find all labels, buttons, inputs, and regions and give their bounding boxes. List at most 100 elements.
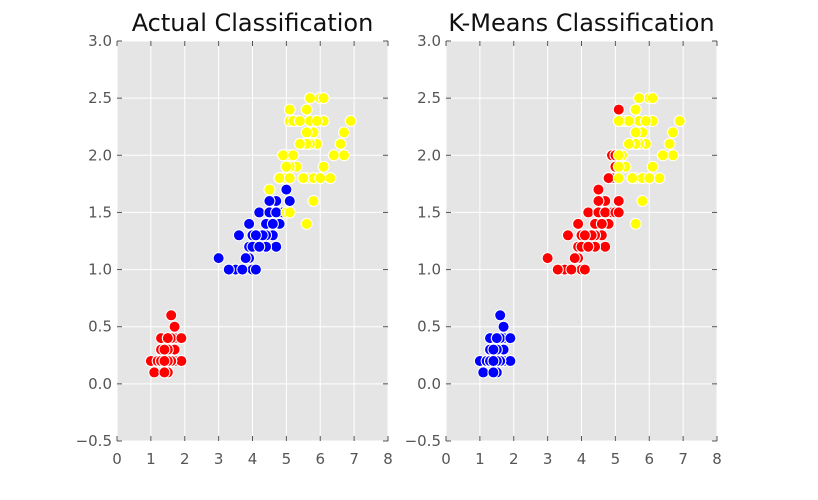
y-tick-label: 1.5 — [417, 203, 441, 221]
y-tick-label: 2.5 — [88, 89, 112, 107]
x-tick-label: 2 — [180, 450, 190, 468]
data-point — [280, 160, 293, 173]
data-point — [293, 137, 306, 150]
data-point — [494, 309, 507, 322]
data-point — [253, 240, 266, 253]
y-tick-label: 3.0 — [417, 32, 441, 50]
data-point — [612, 172, 625, 185]
data-point — [504, 355, 517, 367]
data-point — [300, 103, 313, 116]
x-tick-label: 8 — [383, 450, 393, 468]
data-point — [612, 160, 625, 173]
x-tick-label: 7 — [349, 450, 359, 468]
data-point — [344, 115, 357, 127]
data-point — [572, 217, 585, 230]
data-point — [551, 263, 564, 276]
data-point — [168, 320, 181, 333]
data-point — [266, 217, 279, 230]
series-2 — [541, 103, 625, 276]
data-point — [622, 137, 635, 150]
x-tick-label: 2 — [509, 450, 519, 468]
y-tick-label: −0.5 — [405, 432, 441, 450]
data-point — [599, 240, 612, 253]
chart-panel-1: 0 1 2 3 4 5 6 7 8 −0.5 0.0 0.5 1.0 1.5 2.0 2.5 3.0 Actual… — [76, 9, 393, 468]
data-point — [334, 137, 347, 150]
data-point — [504, 332, 517, 345]
data-point — [656, 149, 669, 162]
data-point — [646, 160, 659, 173]
data-point — [175, 355, 188, 367]
y-tick-label: 0.5 — [417, 318, 441, 336]
data-point — [487, 343, 500, 356]
data-point — [561, 229, 574, 242]
data-point — [158, 366, 171, 379]
data-point — [582, 240, 595, 253]
data-point — [317, 160, 330, 173]
data-point — [595, 217, 608, 230]
data-point — [629, 103, 642, 116]
y-tick-label: 0.0 — [88, 375, 112, 393]
y-tick-label: 1.0 — [417, 261, 441, 279]
data-point — [626, 172, 639, 185]
data-point — [629, 217, 642, 230]
series-2 — [212, 172, 296, 276]
data-point — [270, 206, 283, 219]
data-point — [280, 183, 293, 196]
data-point — [273, 172, 286, 185]
data-point — [673, 115, 686, 127]
data-point — [263, 183, 276, 196]
data-point — [639, 115, 652, 127]
data-point — [212, 252, 225, 265]
data-point — [293, 115, 306, 127]
data-point — [307, 195, 320, 207]
chart-title: Actual Classification — [132, 9, 374, 37]
data-point — [300, 217, 313, 230]
data-point — [592, 183, 605, 196]
data-point — [636, 195, 649, 207]
data-point — [622, 115, 635, 127]
y-tick-label: −0.5 — [76, 432, 112, 450]
data-point — [629, 126, 642, 139]
x-tick-label: 3 — [214, 450, 224, 468]
data-point — [592, 195, 605, 207]
data-point — [158, 355, 171, 367]
data-point — [477, 366, 490, 379]
y-tick-label: 2.0 — [417, 146, 441, 164]
data-point — [158, 343, 171, 356]
y-tick-label: 3.0 — [88, 32, 112, 50]
data-point — [283, 172, 296, 185]
y-tick-label: 0.0 — [417, 375, 441, 393]
data-point — [304, 92, 317, 105]
y-tick-label: 1.0 — [88, 261, 112, 279]
data-point — [175, 332, 188, 345]
data-point — [327, 149, 340, 162]
series-3 — [612, 92, 686, 230]
x-tick-label: 0 — [112, 450, 122, 468]
data-point — [148, 366, 161, 379]
data-point — [541, 252, 554, 265]
chart-title: K-Means Classification — [448, 9, 714, 37]
data-point — [300, 126, 313, 139]
series-3 — [263, 92, 357, 230]
data-point — [612, 149, 625, 162]
data-point — [666, 149, 679, 162]
data-point — [487, 355, 500, 367]
data-point — [276, 149, 289, 162]
data-point — [243, 217, 256, 230]
data-point — [578, 263, 591, 276]
data-point — [599, 206, 612, 219]
y-tick-label: 2.0 — [88, 146, 112, 164]
x-tick-label: 1 — [146, 450, 156, 468]
x-tick-label: 3 — [543, 450, 553, 468]
data-point — [612, 103, 625, 116]
x-tick-label: 8 — [712, 450, 722, 468]
data-point — [222, 263, 235, 276]
data-point — [337, 149, 350, 162]
data-point — [497, 320, 510, 333]
data-point — [249, 263, 262, 276]
data-point — [324, 172, 337, 185]
data-point — [263, 195, 276, 207]
data-point — [283, 206, 296, 219]
data-point — [612, 115, 625, 127]
